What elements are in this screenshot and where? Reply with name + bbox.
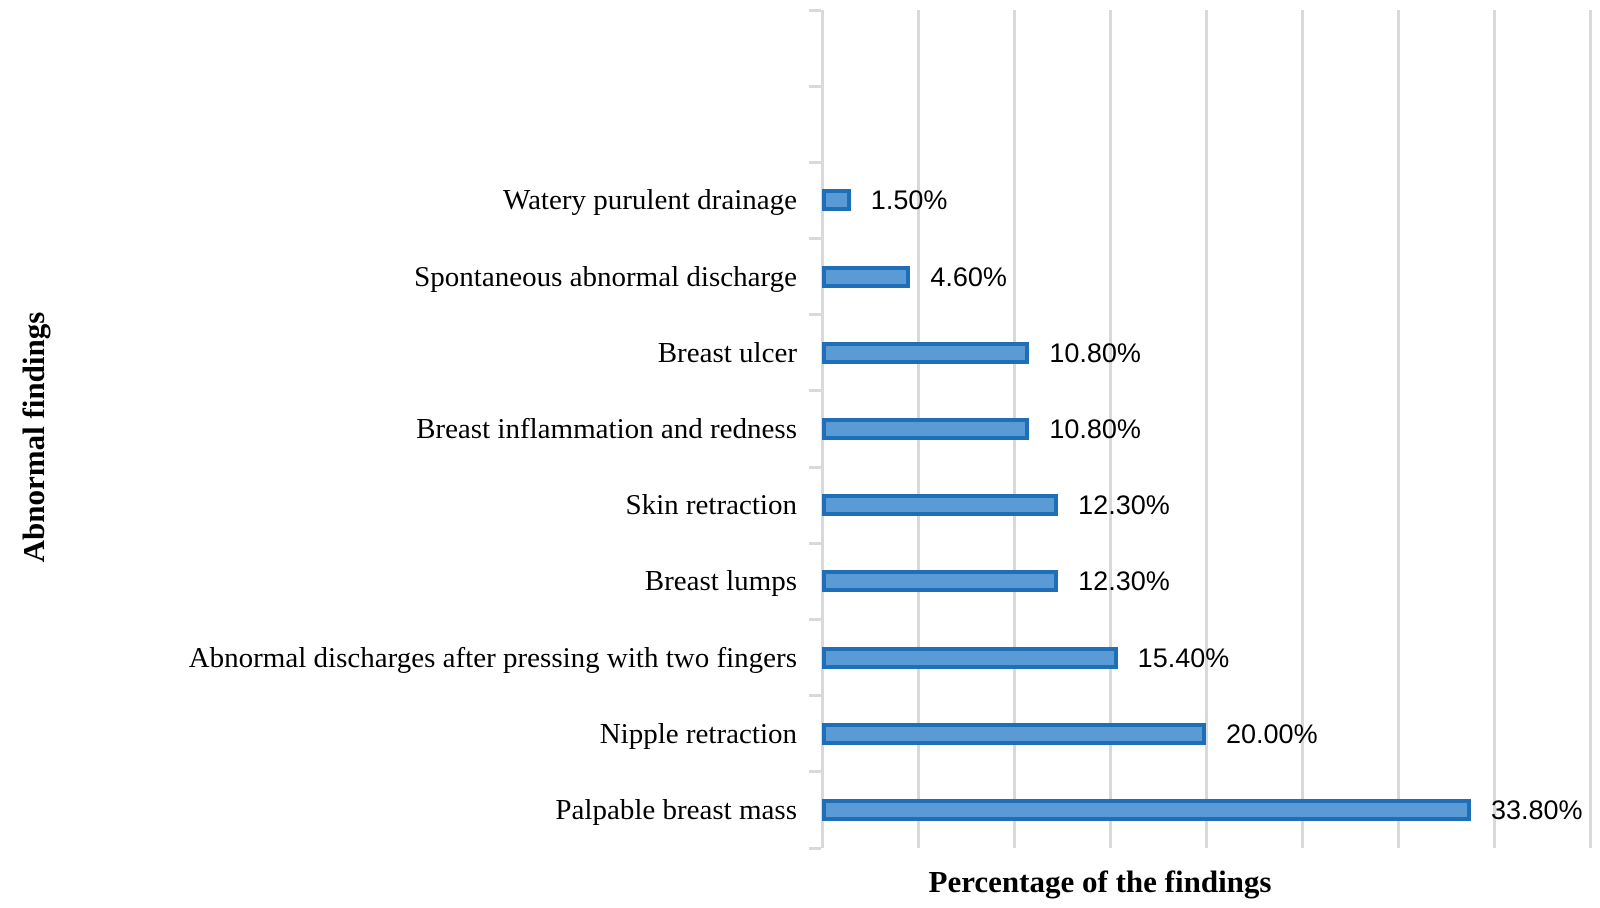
bar (822, 798, 1471, 821)
y-axis-tick (809, 237, 821, 241)
gridline (1396, 10, 1400, 848)
bar-value-label: 33.80% (1490, 794, 1583, 825)
category-label: Nipple retraction (599, 717, 797, 750)
category-label: Breast ulcer (657, 336, 797, 369)
bar (822, 189, 851, 212)
y-axis-tick (809, 84, 821, 88)
bar (822, 570, 1059, 593)
category-label: Breast inflammation and redness (416, 413, 797, 445)
y-axis-tick (809, 8, 821, 12)
y-axis-tick (809, 160, 821, 164)
category-label: Spontaneous abnormal discharge (414, 260, 797, 293)
y-axis-tick (809, 313, 821, 317)
y-axis-tick (809, 541, 821, 545)
bar (822, 265, 911, 288)
bar-value-label: 10.80% (1049, 337, 1141, 368)
gridline (1204, 10, 1208, 848)
bar-value-label: 10.80% (1049, 414, 1141, 444)
category-label: Skin retraction (625, 489, 797, 522)
x-axis-title: Percentage of the findings (928, 864, 1272, 899)
bar (822, 646, 1118, 669)
category-label: Breast lumps (644, 565, 797, 598)
bar-value-label: 4.60% (930, 261, 1007, 292)
gridline (1108, 10, 1112, 848)
y-axis-tick (809, 694, 821, 698)
bar-value-label: 12.30% (1078, 566, 1170, 597)
category-label: Palpable breast mass (555, 793, 797, 826)
y-axis-tick (809, 465, 821, 469)
y-axis-tick (809, 389, 821, 393)
bar-value-label: 12.30% (1078, 490, 1170, 521)
category-label: Abnormal discharges after pressing with … (188, 641, 797, 674)
y-axis-tick (809, 770, 821, 774)
bar (822, 494, 1059, 517)
bar (822, 341, 1030, 364)
bar (822, 722, 1206, 745)
y-axis-tick (809, 617, 821, 621)
y-axis-tick (809, 846, 821, 850)
bar-value-label: 1.50% (870, 185, 948, 216)
gridline (1300, 10, 1304, 848)
category-label: Watery purulent drainage (503, 184, 797, 217)
bar (822, 418, 1030, 440)
bar-value-label: 20.00% (1226, 718, 1318, 749)
gridline (1492, 10, 1496, 848)
bar-value-label: 15.40% (1137, 642, 1230, 673)
gridline (1588, 10, 1592, 848)
plot-area: 1.50% 4.60% 10.80% 10.80% 12.30% 12.30% 15.40%… (809, 8, 1592, 850)
